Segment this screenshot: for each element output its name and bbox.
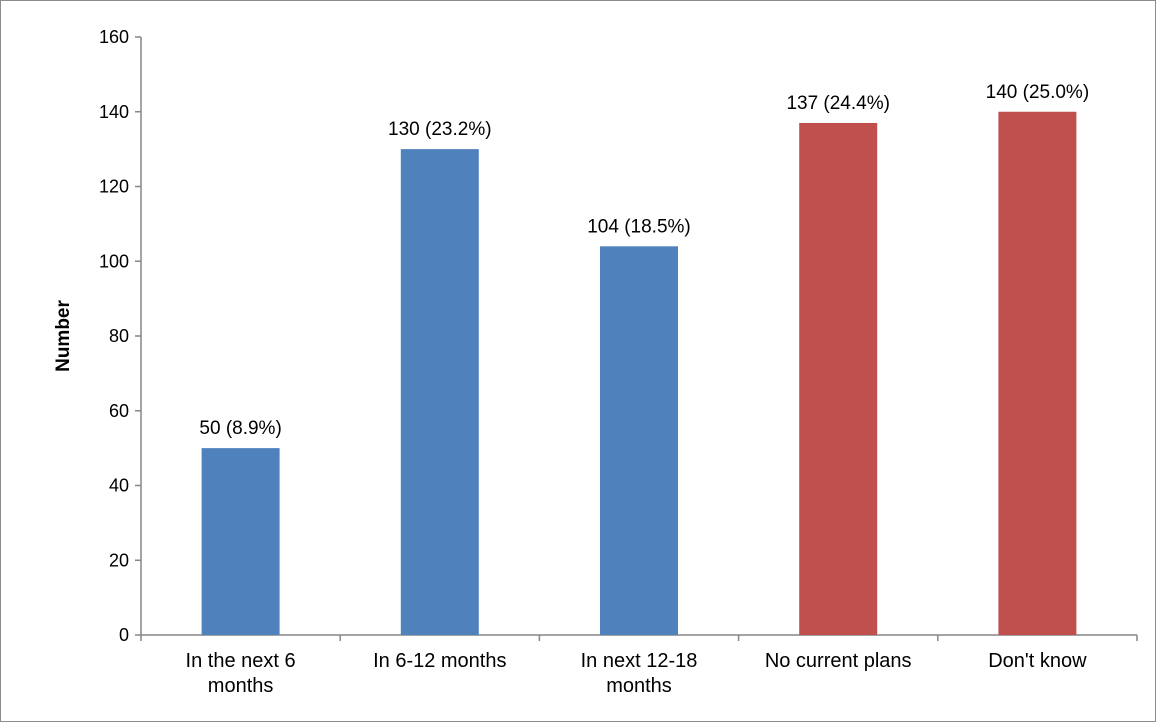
data-label: 104 (18.5%)	[587, 216, 691, 237]
category-label: Don't know	[988, 650, 1087, 672]
y-tick-label: 140	[99, 102, 129, 122]
category-labels: In the next 6 months In 6-12 months In next…	[186, 650, 1088, 697]
data-labels: 50 (8.9%) 130 (23.2%) 104 (18.5%) 137 (24.4…	[199, 82, 1089, 439]
y-tick-label: 20	[109, 550, 129, 570]
bar	[600, 246, 678, 636]
bar	[201, 448, 280, 635]
y-tick-label: 80	[109, 326, 129, 346]
y-axis-ticks: 0 20 40 60 80 100 120 140 160	[99, 27, 141, 645]
y-tick-label: 100	[99, 251, 129, 271]
y-tick-label: 120	[99, 177, 129, 197]
category-label: In the next 6	[186, 650, 296, 672]
category-label: In next 12-18	[581, 650, 698, 672]
category-label: months	[606, 675, 672, 697]
bars	[201, 111, 1077, 636]
data-label: 140 (25.0%)	[986, 82, 1090, 103]
y-tick-label: 0	[119, 625, 129, 645]
data-label: 130 (23.2%)	[388, 119, 492, 140]
data-label: 137 (24.4%)	[786, 93, 890, 114]
category-label: In 6-12 months	[373, 650, 506, 672]
bar	[799, 122, 878, 635]
y-tick-label: 160	[99, 27, 129, 47]
category-label: months	[208, 675, 274, 697]
y-tick-label: 40	[109, 476, 129, 496]
data-label: 50 (8.9%)	[199, 418, 281, 439]
y-tick-label: 60	[109, 401, 129, 421]
x-axis-ticks	[140, 635, 1138, 641]
bar	[998, 111, 1077, 635]
y-axis-title: Number	[53, 300, 74, 372]
category-label: No current plans	[765, 650, 912, 672]
bar	[400, 149, 479, 635]
